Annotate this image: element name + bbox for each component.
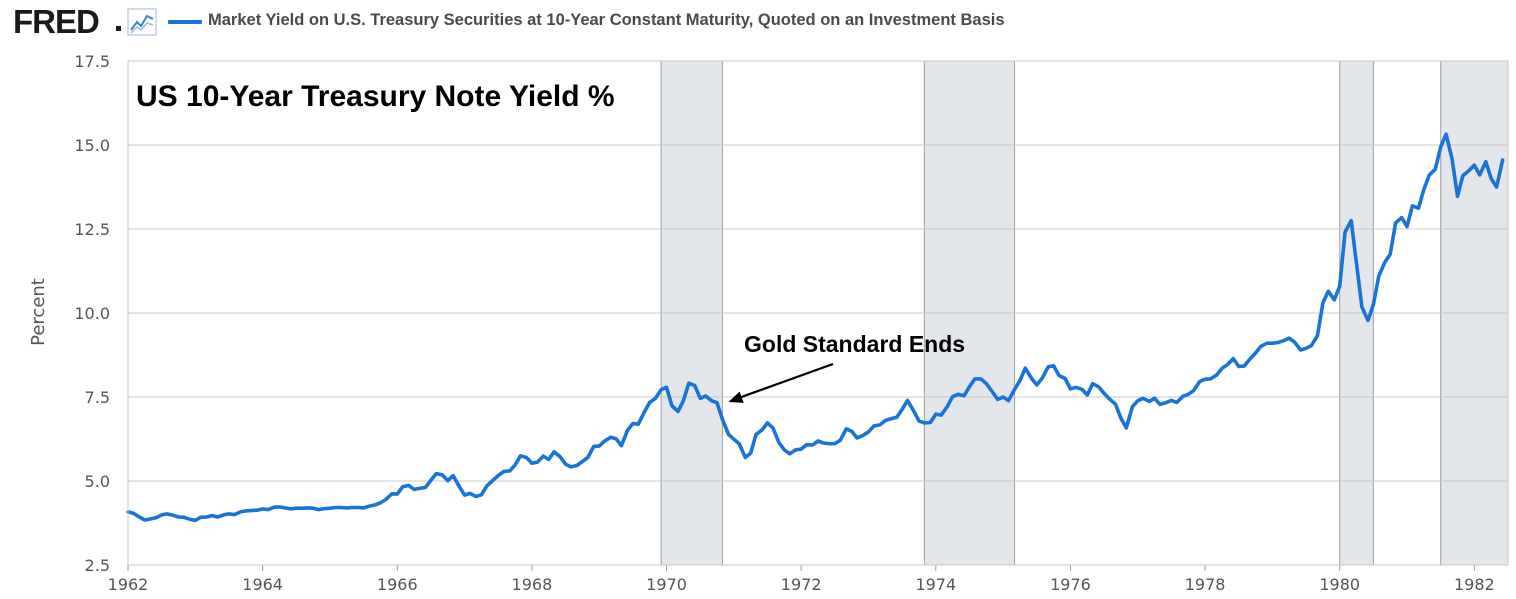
x-tick-label: 1974 (915, 575, 956, 594)
chart-title-background (130, 64, 660, 120)
x-tick-label: 1976 (1050, 575, 1091, 594)
x-tick-label: 1968 (512, 575, 553, 594)
legend-swatch (168, 20, 202, 24)
fred-logo-dot (116, 26, 121, 31)
x-tick-label: 1964 (242, 575, 283, 594)
y-tick-label: 17.5 (74, 52, 110, 71)
line-graph-icon[interactable] (127, 8, 157, 36)
y-tick-label: 12.5 (74, 220, 110, 239)
y-tick-label: 2.5 (85, 556, 110, 575)
x-tick-label: 1962 (108, 575, 149, 594)
x-tick-label: 1978 (1185, 575, 1226, 594)
fred-logo[interactable]: FRED (13, 3, 100, 40)
y-tick-label: 15.0 (74, 136, 110, 155)
y-tick-label: 5.0 (85, 472, 110, 491)
y-axis-ticks: 2.5 5.0 7.5 10.0 12.5 15.0 17.5 (74, 52, 110, 575)
x-tick-label: 1972 (781, 575, 822, 594)
y-tick-label: 10.0 (74, 304, 110, 323)
x-tick-label: 1980 (1319, 575, 1360, 594)
x-tick-label: 1982 (1454, 575, 1495, 594)
x-axis-ticks: 1962 1964 1966 1968 1970 1972 1974 1976 1978 1980… (108, 565, 1495, 594)
yield-series-line (126, 132, 1505, 523)
legend-label: Market Yield on U.S. Treasury Securities… (208, 11, 1005, 29)
y-axis-label: Percent (28, 278, 49, 346)
chart-title: US 10-Year Treasury Note Yield % (136, 80, 615, 113)
gridlines (128, 60, 1508, 566)
plot-frame (127, 60, 1509, 566)
annotation-arrow-head (728, 391, 744, 403)
chart-header: FRED Market Yield on U.S. Treasury Secur… (0, 0, 1516, 44)
series-line-group (126, 132, 1505, 523)
annotation-group: Gold Standard Ends (728, 331, 965, 403)
x-tick-label: 1966 (377, 575, 418, 594)
annotation-arrow-shaft (738, 362, 834, 400)
y-tick-label: 7.5 (85, 388, 110, 407)
annotation-label: Gold Standard Ends (744, 331, 965, 357)
x-tick-label: 1970 (646, 575, 687, 594)
